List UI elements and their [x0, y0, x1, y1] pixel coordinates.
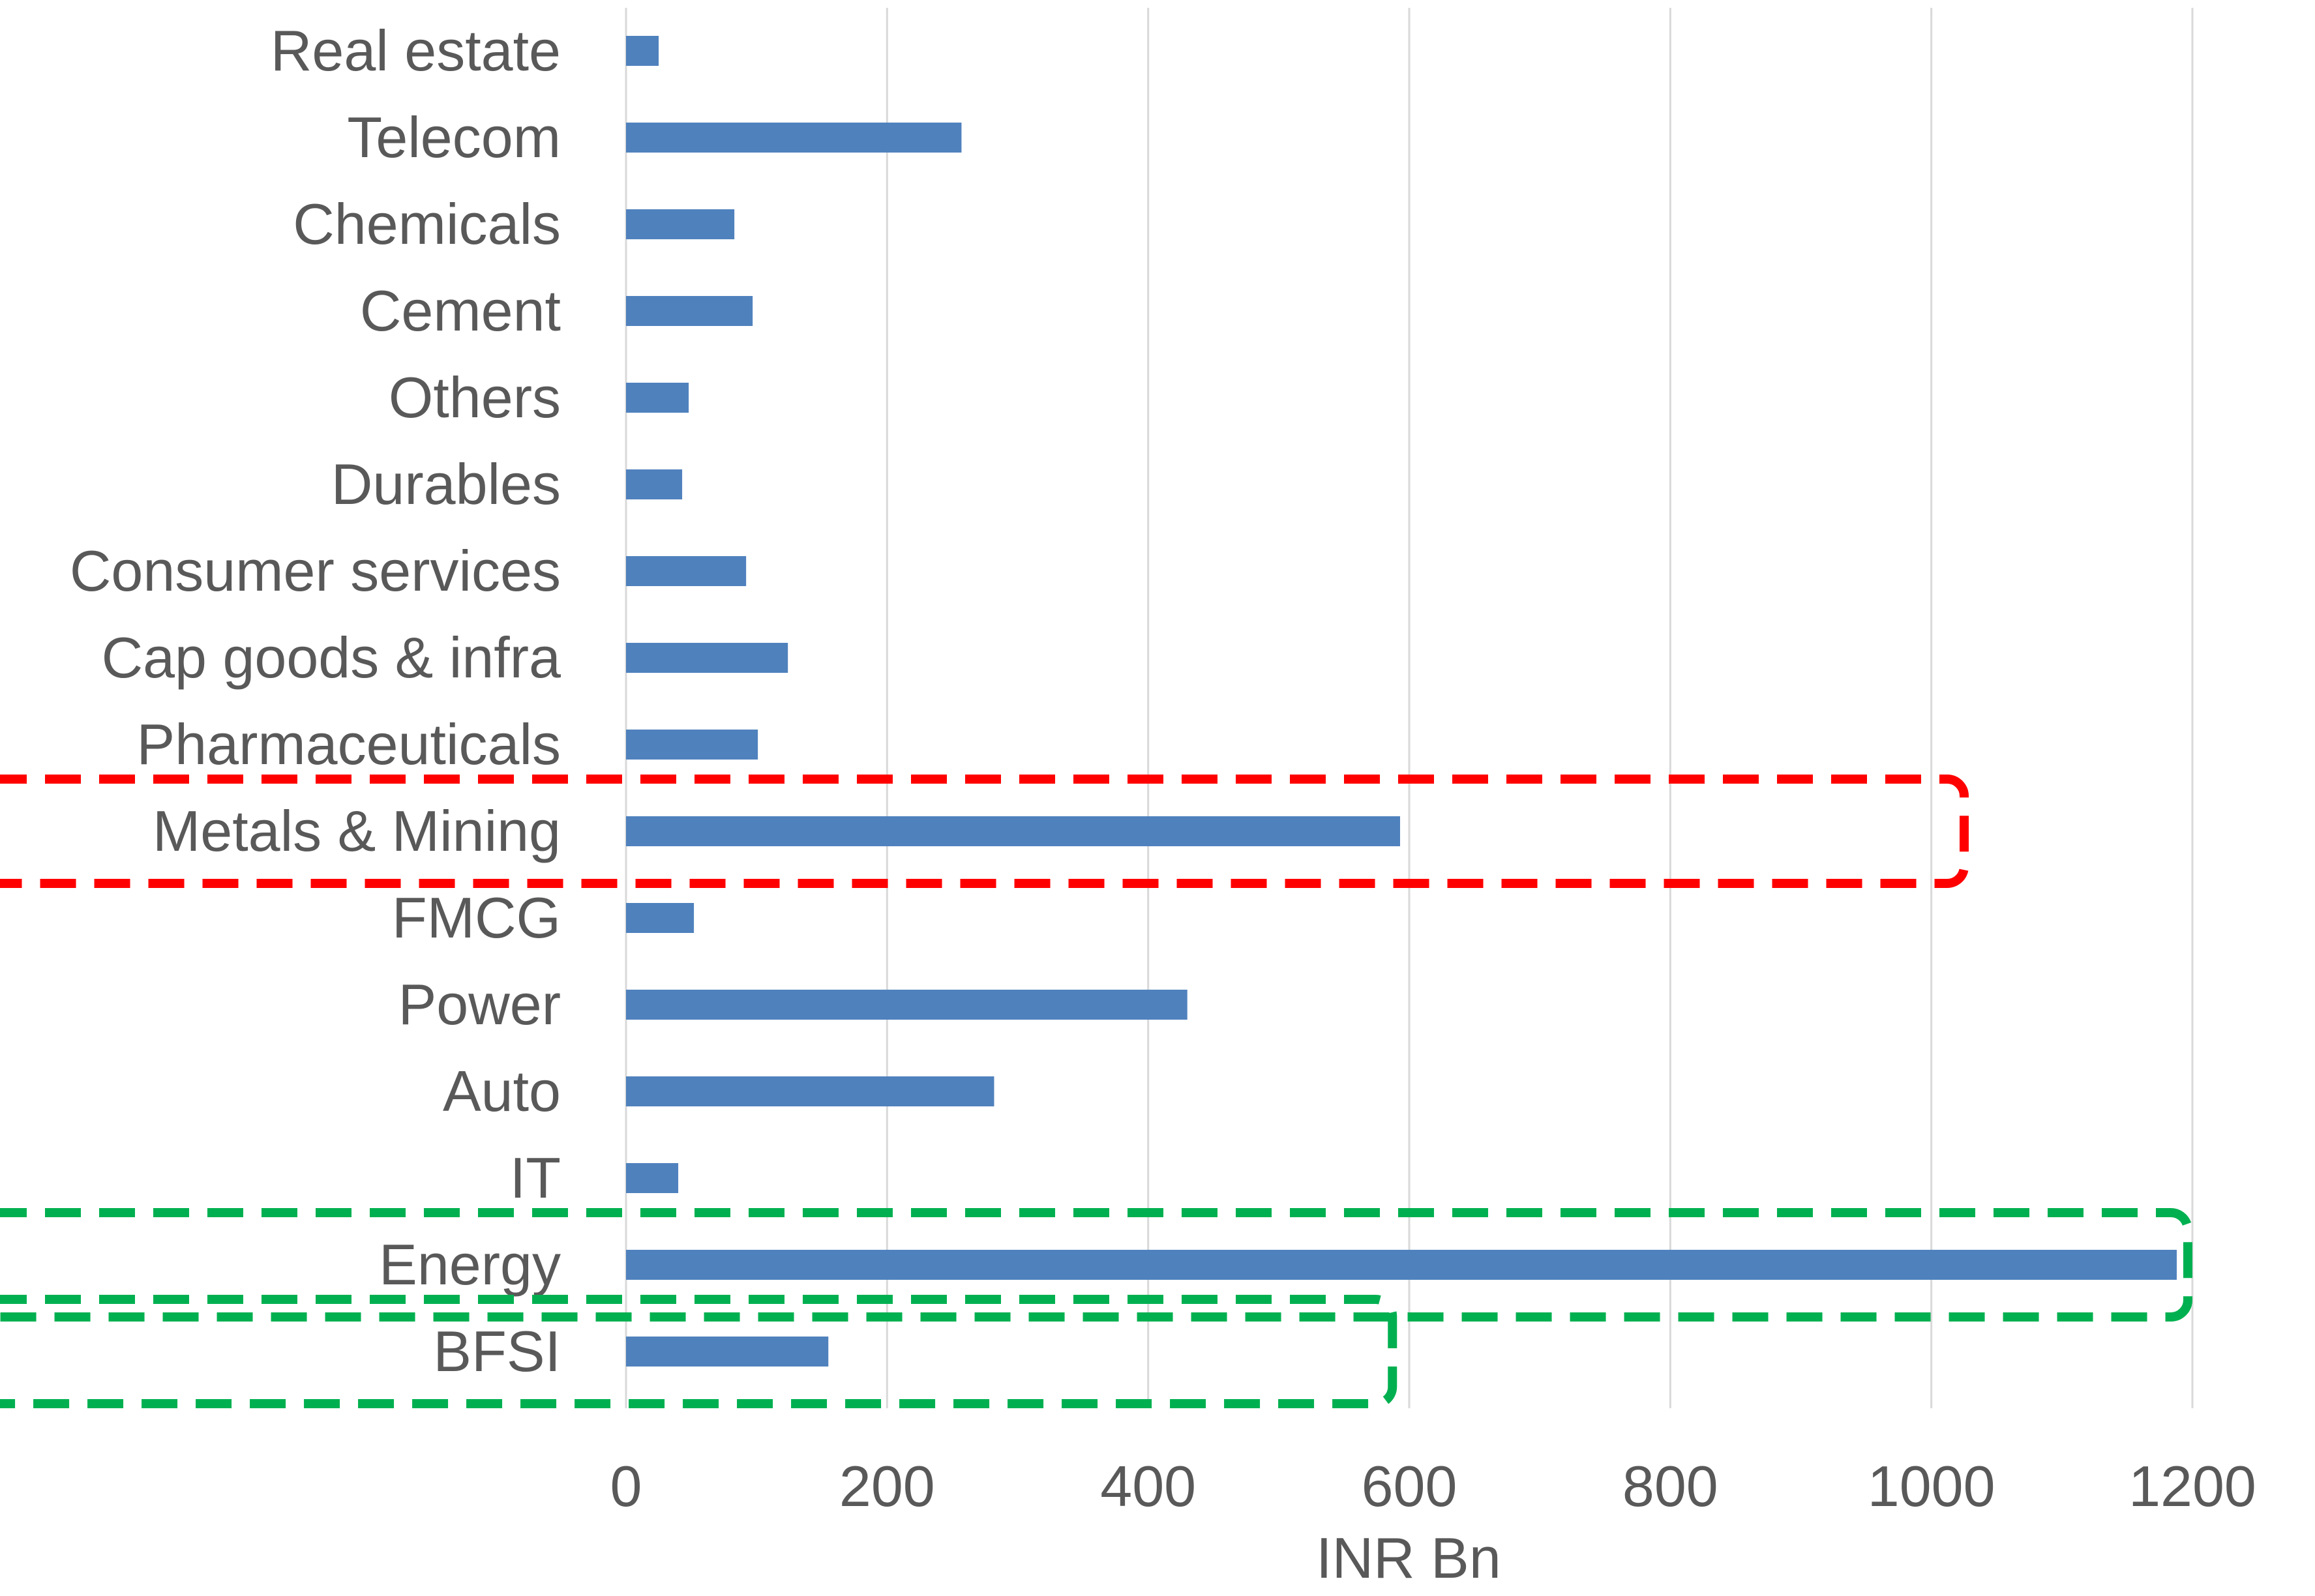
bar-cap-goods-and-infra: [626, 643, 788, 673]
bar-cement: [626, 296, 753, 326]
highlight-box-energy: [0, 1208, 2192, 1322]
x-tick-label-1200: 1200: [2128, 1454, 2256, 1518]
bar-metals-and-mining: [626, 816, 1400, 846]
category-labels: Real estate Telecom Chemicals Cement Others D…: [70, 18, 561, 1383]
category-label-durables: Durables: [331, 452, 561, 516]
category-label-cement: Cement: [360, 278, 561, 343]
x-tick-label-400: 400: [1100, 1454, 1196, 1518]
bar-it: [626, 1163, 679, 1193]
category-label-metals-and-mining: Metals & Mining: [153, 799, 561, 863]
x-tick-label-1000: 1000: [1868, 1454, 1995, 1518]
bar-power: [626, 990, 1187, 1020]
bar-bfsi: [626, 1337, 829, 1367]
highlight-box-bfsi: [0, 1295, 1397, 1408]
bar-consumer-services: [626, 556, 747, 586]
x-tick-labels: 0 200 400 600 800 1000 1200: [610, 1454, 2256, 1518]
category-label-energy: Energy: [379, 1232, 561, 1297]
bar-telecom: [626, 123, 962, 153]
bar-pharmaceuticals: [626, 730, 758, 760]
bar-fmcg: [626, 903, 694, 933]
bar-real-estate: [626, 36, 659, 66]
category-label-pharmaceuticals: Pharmaceuticals: [136, 712, 561, 776]
category-label-power: Power: [398, 972, 561, 1037]
x-axis-title: INR Bn: [1316, 1526, 1501, 1590]
category-label-it: IT: [510, 1145, 561, 1210]
x-tick-label-200: 200: [839, 1454, 935, 1518]
category-label-telecom: Telecom: [347, 105, 561, 170]
bar-energy: [626, 1250, 2177, 1280]
highlight-boxes: [0, 775, 2192, 1408]
category-label-consumer-services: Consumer services: [70, 539, 561, 603]
category-label-cap-goods-and-infra: Cap goods & infra: [102, 625, 561, 690]
category-label-bfsi: BFSI: [433, 1319, 561, 1383]
bars: [626, 36, 2177, 1367]
x-tick-label-0: 0: [610, 1454, 642, 1518]
x-tick-label-800: 800: [1622, 1454, 1718, 1518]
category-label-auto: Auto: [443, 1059, 561, 1123]
highlight-box-metals-and-mining: [0, 775, 1969, 888]
gridlines: [625, 8, 2194, 1408]
bar-auto: [626, 1076, 994, 1106]
bar-chemicals: [626, 209, 735, 239]
bar-durables: [626, 469, 683, 499]
category-label-chemicals: Chemicals: [293, 192, 561, 256]
bar-others: [626, 383, 689, 413]
category-label-others: Others: [389, 365, 561, 430]
x-tick-label-600: 600: [1362, 1454, 1457, 1518]
category-label-fmcg: FMCG: [392, 885, 561, 950]
category-label-real-estate: Real estate: [271, 18, 561, 83]
